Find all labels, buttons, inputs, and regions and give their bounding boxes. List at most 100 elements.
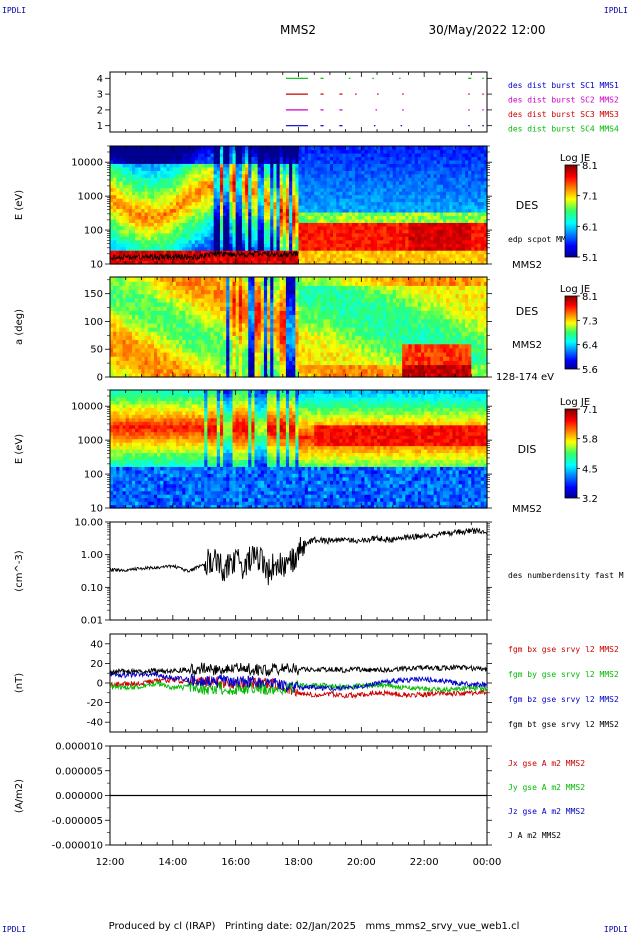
spectrogram-cell (292, 208, 296, 213)
spectrogram-cell (455, 205, 460, 210)
spectrogram-cell (452, 225, 457, 230)
spectrogram-cell (285, 236, 290, 241)
spectrogram-cell (458, 229, 463, 234)
y-tick-label: 10000 (71, 158, 103, 169)
spectrogram-cell (232, 225, 237, 230)
spectrogram-cell (179, 331, 183, 336)
spectrogram-cell (131, 246, 136, 251)
spectrogram-cell (342, 194, 347, 199)
spectrogram-cell (285, 173, 290, 178)
spectrogram-cell (311, 243, 315, 248)
spectrogram-cell (175, 187, 180, 192)
spectrogram-cell (216, 211, 221, 217)
spectrogram-cell (433, 232, 438, 237)
spectrogram-cell (405, 239, 410, 244)
spectrogram-cell (169, 187, 174, 192)
spectrogram-cell (131, 302, 136, 307)
spectrogram-cell (329, 222, 334, 227)
spectrogram-cell (311, 246, 315, 251)
spectrogram-cell (119, 215, 124, 220)
spectrogram-cell (358, 170, 362, 175)
spectrogram-cell (241, 198, 246, 203)
spectrogram-cell (125, 201, 130, 206)
spectrogram-cell (320, 187, 325, 192)
spectrogram-cell (251, 243, 256, 248)
spectrogram-cell (141, 293, 146, 299)
spectrogram-cell (304, 250, 309, 255)
spectrogram-cell (414, 180, 419, 185)
spectrogram-cell (153, 302, 158, 307)
spectrogram-cell (122, 343, 127, 349)
spectrogram-cell (263, 250, 268, 255)
spectrogram-cell (210, 180, 215, 185)
spectrogram-cell (480, 253, 485, 258)
spectrogram-cell (128, 163, 133, 168)
spectrogram-cell (295, 218, 300, 223)
spectrogram-cell (446, 146, 450, 151)
spectrogram-cell (226, 243, 230, 248)
spectrogram-cell (436, 236, 441, 241)
spectrogram-cell (370, 201, 375, 206)
spectrogram-cell (119, 343, 124, 349)
spectrogram-cell (336, 191, 340, 196)
spectrogram-cell (358, 146, 362, 151)
spectrogram-cell (279, 239, 284, 244)
spectrogram-cell (113, 364, 117, 370)
spectrogram-cell (436, 229, 441, 234)
spectrogram-cell (358, 156, 362, 161)
spectrogram-cell (160, 243, 165, 248)
spectrogram-cell (307, 194, 312, 199)
spectrogram-cell (229, 194, 234, 199)
spectrogram-cell (443, 146, 447, 151)
spectrogram-cell (364, 215, 369, 220)
spectrogram-cell (254, 229, 259, 234)
spectrogram-cell (364, 170, 369, 175)
spectrogram-cell (433, 243, 438, 248)
spectrogram-cell (153, 205, 158, 210)
spectrogram-cell (141, 257, 146, 262)
spectrogram-cell (116, 166, 121, 171)
spectrogram-cell (248, 208, 252, 213)
spectrogram-cell (191, 173, 196, 178)
spectrogram-cell (417, 253, 422, 258)
spectrogram-cell (311, 173, 315, 178)
spectrogram-cell (301, 215, 306, 220)
spectrogram-cell (408, 198, 413, 203)
spectrogram-cell (232, 257, 237, 262)
spectrogram-cell (191, 187, 196, 192)
spectrogram-cell (260, 208, 265, 213)
spectrogram-cell (172, 372, 177, 378)
spectrogram-cell (433, 236, 438, 241)
spectrogram-cell (147, 159, 152, 164)
spectrogram-cell (141, 318, 146, 324)
spectrogram-cell (160, 170, 165, 175)
spectrogram-cell (251, 201, 256, 206)
spectrogram-cell (282, 208, 287, 213)
spectrogram-cell (421, 257, 425, 262)
spectrogram-cell (414, 232, 419, 237)
spectrogram-cell (465, 239, 469, 244)
spectrogram-cell (461, 218, 466, 223)
spectrogram-cell (197, 180, 202, 185)
spectrogram-cell (311, 184, 315, 189)
spectrogram-cell (141, 250, 146, 255)
spectrogram-cell (307, 218, 312, 223)
spectrogram-cell (116, 253, 121, 258)
spectrogram-cell (166, 225, 171, 230)
spectrogram-cell (260, 146, 265, 151)
spectrogram-cell (119, 232, 124, 237)
spectrogram-cell (122, 360, 127, 366)
spectrogram-cell (157, 372, 161, 378)
spectrogram-cell (279, 236, 284, 241)
spectrogram-cell (348, 205, 353, 210)
spectrogram-cell (329, 146, 334, 151)
spectrogram-cell (141, 152, 146, 158)
spectrogram-cell (135, 236, 139, 241)
spectrogram-cell (226, 208, 230, 213)
spectrogram-cell (430, 173, 435, 178)
spectrogram-cell (383, 201, 388, 206)
spectrogram-cell (301, 149, 306, 154)
spectrogram-cell (282, 236, 287, 241)
spectrogram-cell (311, 225, 315, 230)
spectrogram-cell (452, 177, 457, 182)
